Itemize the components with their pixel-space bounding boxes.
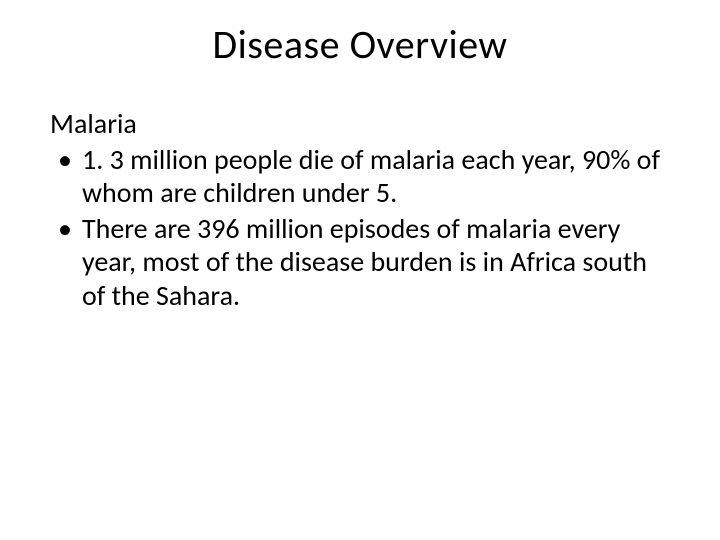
bullet-list: 1. 3 million people die of malaria each … bbox=[50, 143, 670, 313]
slide-content: Malaria 1. 3 million people die of malar… bbox=[50, 107, 670, 313]
bullet-item: There are 396 million episodes of malari… bbox=[50, 212, 670, 313]
slide-container: Disease Overview Malaria 1. 3 million pe… bbox=[0, 0, 720, 540]
bullet-item: 1. 3 million people die of malaria each … bbox=[50, 143, 670, 210]
slide-title: Disease Overview bbox=[50, 20, 670, 69]
subheading: Malaria bbox=[50, 107, 670, 141]
